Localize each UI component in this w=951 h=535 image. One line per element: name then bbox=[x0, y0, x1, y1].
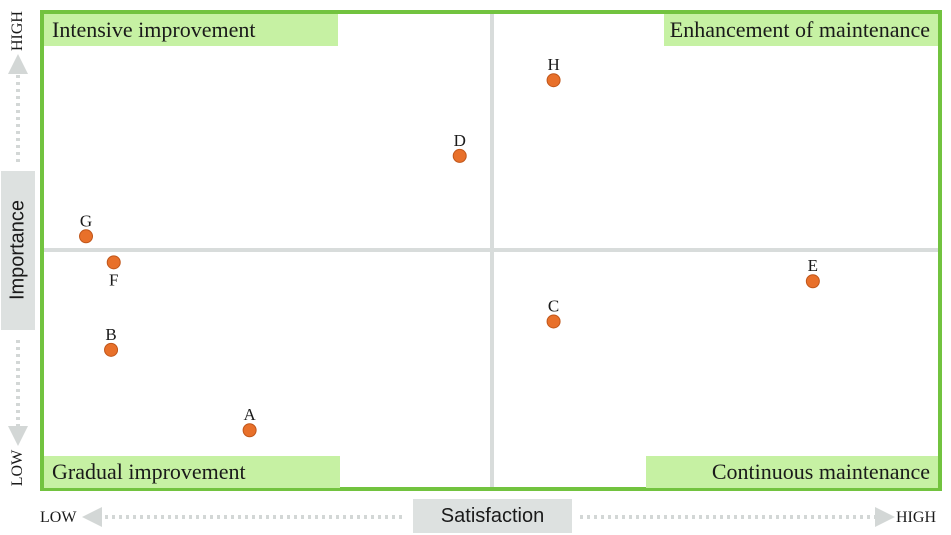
quadrant-label-bottom-left: Gradual improvement bbox=[44, 456, 340, 488]
data-point-label-d: D bbox=[454, 131, 466, 150]
y-axis-high-label: HIGH bbox=[9, 11, 26, 51]
data-point-label-c: C bbox=[548, 296, 559, 315]
data-point-a bbox=[242, 423, 257, 438]
chart-frame bbox=[40, 10, 942, 491]
quadrant-label-top-right: Enhancement of maintenance bbox=[663, 14, 938, 46]
x-axis-title: Satisfaction bbox=[413, 499, 572, 533]
y-axis-title: Importance bbox=[6, 199, 29, 301]
y-axis-title-box bbox=[1, 171, 35, 330]
x-axis-high-label: HIGH bbox=[896, 509, 936, 526]
data-point-label-f: F bbox=[109, 270, 118, 289]
data-point-h bbox=[546, 73, 561, 88]
data-point-label-h: H bbox=[547, 55, 559, 74]
data-point-d bbox=[452, 148, 467, 163]
data-point-c bbox=[546, 314, 561, 329]
data-point-b bbox=[104, 342, 119, 357]
quadrant-label-top-left: Intensive improvement bbox=[44, 14, 338, 46]
data-point-label-e: E bbox=[808, 256, 818, 275]
y-axis-low-label: LOW bbox=[9, 449, 26, 487]
x-axis-low-label: LOW bbox=[40, 509, 77, 526]
data-point-f bbox=[106, 255, 121, 270]
data-point-label-b: B bbox=[105, 325, 116, 344]
data-point-g bbox=[79, 229, 94, 244]
quadrant-label-bottom-right: Continuous maintenance bbox=[646, 456, 938, 488]
data-point-e bbox=[805, 274, 820, 289]
data-point-label-g: G bbox=[80, 211, 92, 230]
data-point-label-a: A bbox=[243, 405, 256, 424]
